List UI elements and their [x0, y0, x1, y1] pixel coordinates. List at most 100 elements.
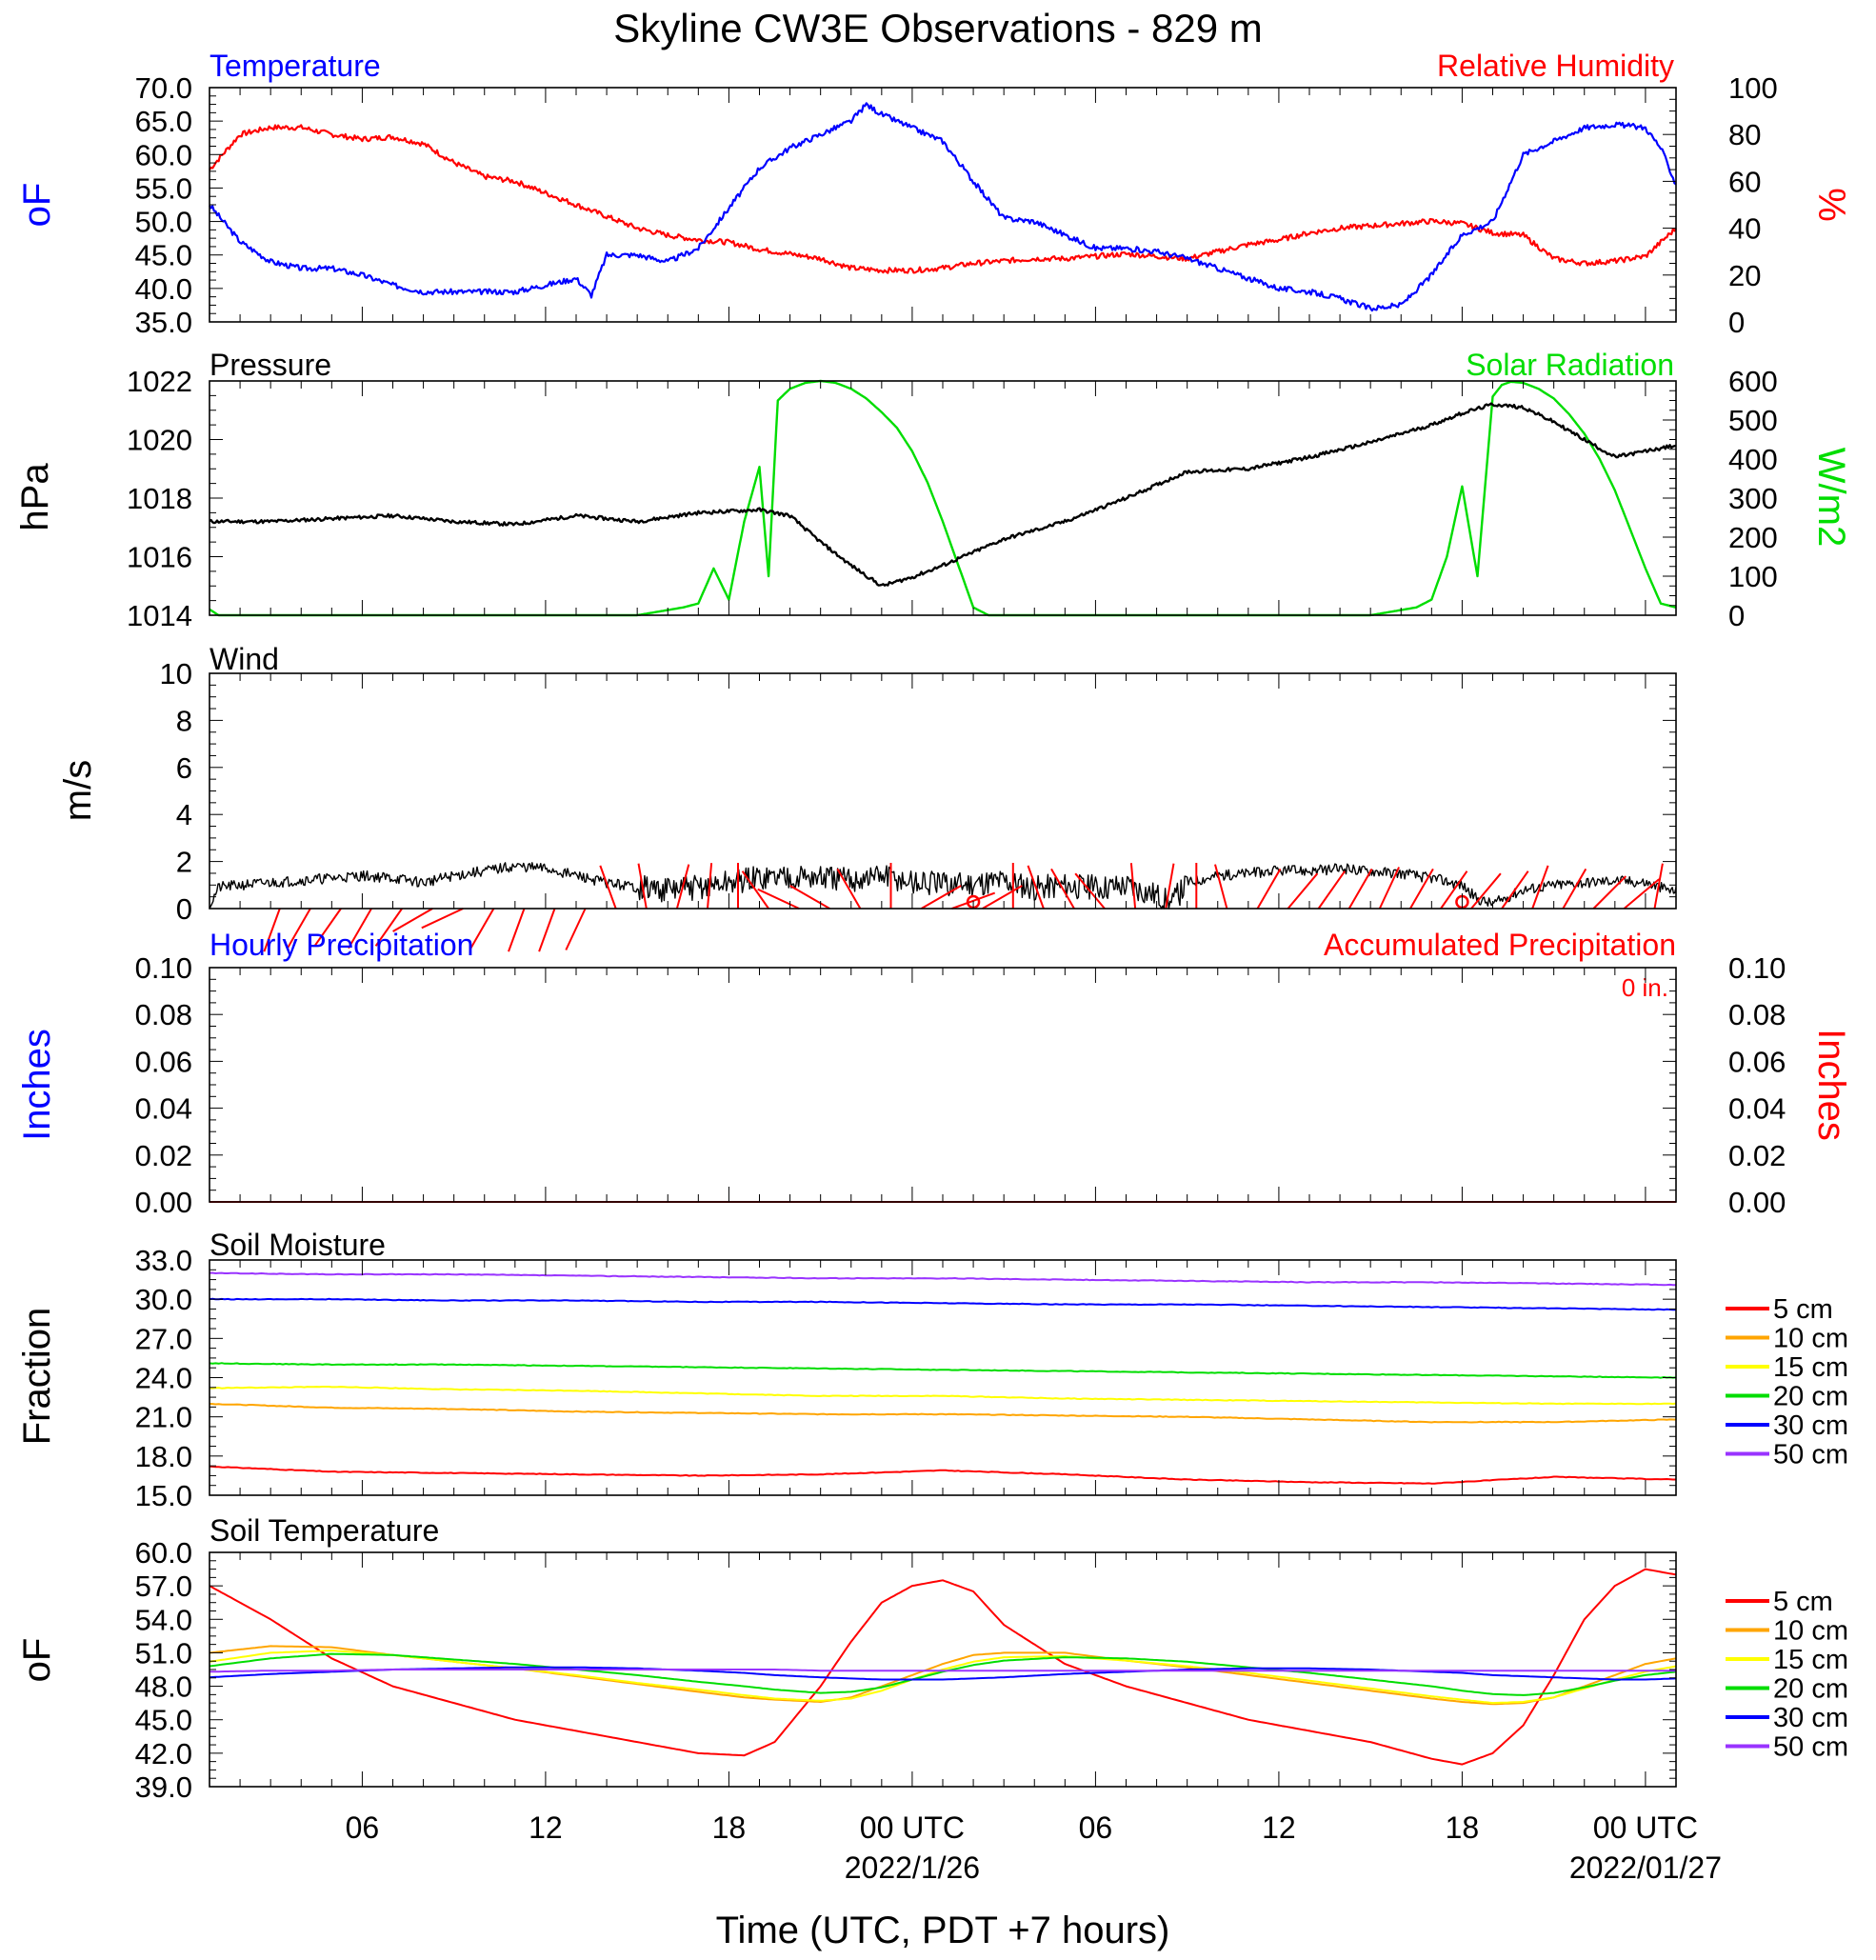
wind-barb: [1440, 870, 1468, 910]
y-tick-label: 65.0: [135, 105, 192, 138]
wind-plot: [209, 672, 1677, 952]
y-tick-label: 50.0: [135, 206, 192, 239]
y-tick-label: 0.10: [135, 951, 192, 985]
y-tick-label: 0: [1728, 599, 1745, 632]
soil-moisture-line: [209, 1362, 1677, 1379]
panel-soil-moisture: Soil Moisture Fraction 33.0 30.0 27.0 24.0 2…: [16, 1228, 1848, 1512]
soil-temperature-line: [209, 1666, 1677, 1681]
x-tick-label: 06: [1079, 1810, 1113, 1845]
soil-temperature-title: Soil Temperature: [210, 1513, 439, 1548]
y-tick-label: 0.06: [135, 1045, 192, 1078]
y-tick-label: 500: [1728, 404, 1778, 437]
soil-moisture-line: [209, 1403, 1677, 1424]
soil-moisture-unit: Fraction: [16, 1308, 58, 1446]
y-tick-label: 40: [1728, 212, 1761, 246]
wind-barb: [565, 908, 587, 950]
temp-rh-plot: [209, 87, 1677, 323]
plot-frame: [209, 87, 1677, 323]
legend-label: 10 cm: [1773, 1616, 1848, 1647]
y-tick-label: 39.0: [135, 1770, 192, 1804]
wind-barb: [707, 863, 713, 910]
x-axis-title: Time (UTC, PDT +7 hours): [716, 1910, 1170, 1951]
humidity-unit: %: [1810, 188, 1852, 222]
soil-moisture-line: [209, 1297, 1676, 1311]
y-tick-label: 8: [176, 704, 192, 737]
legend-label: 20 cm: [1773, 1382, 1848, 1412]
wind-barb: [982, 885, 1023, 910]
wind-barb: [1050, 868, 1075, 910]
y-tick-label: 42.0: [135, 1737, 192, 1770]
wind-barb: [1256, 868, 1282, 910]
wind-barb: [538, 908, 556, 952]
y-tick-label: 0: [1728, 306, 1745, 339]
wind-title: Wind: [210, 642, 279, 676]
wind-barb: [1501, 870, 1529, 910]
y-tick-label: 21.0: [135, 1401, 192, 1434]
legend-label: 5 cm: [1773, 1294, 1833, 1325]
panel-temp-rh: Temperature Relative Humidity oF % 70.06…: [16, 49, 1852, 339]
wind-unit: m/s: [57, 760, 99, 821]
y-tick-label: 100: [1728, 71, 1778, 105]
soil-moisture-line: [209, 1465, 1676, 1485]
temperature-title: Temperature: [210, 49, 381, 83]
y-tick-label: 60.0: [135, 138, 192, 171]
legend-label: 10 cm: [1773, 1324, 1848, 1354]
wind-barb: [741, 870, 769, 910]
x-tick-label: 18: [1446, 1810, 1480, 1845]
accumulated-precip-title: Accumulated Precipitation: [1324, 928, 1676, 962]
y-tick-label: 60.0: [135, 1536, 192, 1570]
y-tick-label: 0.04: [1728, 1092, 1786, 1126]
temperature-line: [209, 102, 1677, 312]
legend-label: 15 cm: [1773, 1352, 1848, 1383]
pressure-solar-plot: [209, 379, 1677, 617]
y-tick-label: 0.00: [135, 1186, 192, 1219]
wind-barb: [1531, 865, 1549, 910]
soil-moisture-title: Soil Moisture: [210, 1228, 386, 1262]
y-tick-label: 0: [176, 892, 192, 926]
wind-barb: [921, 885, 962, 910]
soil-moisture-tick-labels: 33.0 30.0 27.0 24.0 21.0 18.0 15.0: [135, 1244, 192, 1512]
y-tick-label: 0.00: [1728, 1186, 1786, 1219]
y-tick-label: 54.0: [135, 1603, 192, 1636]
legend-label: 50 cm: [1773, 1440, 1848, 1470]
wind-barb: [1317, 870, 1347, 910]
y-tick-label: 45.0: [135, 1704, 192, 1737]
x-tick-label: 12: [1262, 1810, 1296, 1845]
x-tick-label: 18: [712, 1810, 747, 1845]
legend-label: 5 cm: [1773, 1587, 1833, 1617]
wind-barb: [508, 908, 526, 952]
y-tick-label: 80: [1728, 118, 1761, 151]
y-tick-label: 400: [1728, 443, 1778, 476]
y-tick-label: 48.0: [135, 1670, 192, 1704]
x-tick-label: 06: [346, 1810, 380, 1845]
soil-temperature-line: [210, 1669, 1676, 1673]
humidity-tick-labels: 100 80 60 40 20 0: [1728, 71, 1778, 339]
wind-barb: [675, 864, 690, 910]
wind-barb: [1470, 872, 1502, 910]
wind-barb: [287, 908, 311, 950]
y-tick-label: 1014: [127, 599, 192, 632]
wind-barb: [1214, 864, 1228, 910]
wind-barb: [1165, 863, 1175, 910]
pressure-unit: hPa: [14, 463, 56, 531]
wind-barb: [1347, 868, 1373, 910]
y-tick-label: 0.04: [135, 1092, 192, 1126]
y-tick-label: 57.0: [135, 1570, 192, 1603]
legend-label: 20 cm: [1773, 1674, 1848, 1705]
soil-temperature-line: [209, 1652, 1677, 1696]
wind-barb: [789, 885, 830, 910]
humidity-title: Relative Humidity: [1437, 49, 1674, 83]
soil-temperature-line: [209, 1568, 1677, 1766]
solar-unit: W/m2: [1810, 448, 1852, 547]
wind-barb: [1623, 878, 1660, 910]
y-tick-label: 4: [176, 798, 192, 831]
wind-barb: [1378, 867, 1401, 910]
panel-precipitation: Hourly Precipitation Accumulated Precipi…: [16, 928, 1852, 1219]
y-tick-label: 70.0: [135, 71, 192, 105]
legend-label: 15 cm: [1773, 1645, 1848, 1675]
solar-title: Solar Radiation: [1466, 348, 1674, 382]
legend-label: 30 cm: [1773, 1410, 1848, 1441]
wind-barb: [313, 908, 342, 947]
soil-temperature-plot: [209, 1551, 1677, 1788]
soil-temperature-tick-labels: 60.057.054.051.048.045.042.039.0: [135, 1536, 192, 1804]
